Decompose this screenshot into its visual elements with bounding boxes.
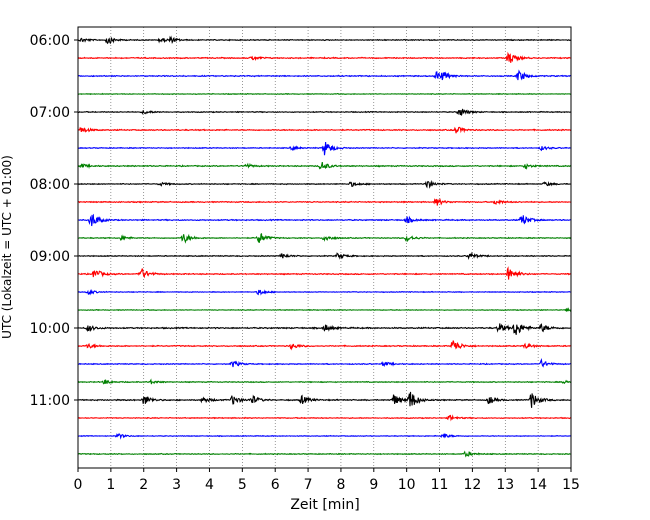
x-tick-label: 2 xyxy=(139,477,148,493)
trace-line xyxy=(77,307,572,312)
trace-line xyxy=(77,35,572,45)
y-axis-title: UTC (Lokalzeit = UTC + 01:00) xyxy=(0,155,14,339)
trace-line xyxy=(77,358,572,368)
y-tick-label: 08:00 xyxy=(30,177,70,193)
x-tick-label: 3 xyxy=(172,477,181,493)
trace-line xyxy=(77,213,572,227)
x-tick-label: 12 xyxy=(463,477,481,493)
trace-line xyxy=(78,432,572,440)
y-axis: 06:00 07:00 08:00 09:00 10:00 11:00 xyxy=(30,33,78,409)
x-tick-label: 0 xyxy=(74,477,83,493)
x-tick-label: 7 xyxy=(304,477,313,493)
trace-line xyxy=(77,92,572,96)
trace-line xyxy=(77,161,571,170)
trace-line xyxy=(77,323,572,335)
x-tick-label: 1 xyxy=(106,477,115,493)
x-axis-title: Zeit [min] xyxy=(290,497,359,513)
trace-line xyxy=(77,340,572,351)
trace-line xyxy=(77,414,572,422)
x-tick-label: 8 xyxy=(336,477,345,493)
trace-line xyxy=(77,266,572,280)
y-tick-label: 07:00 xyxy=(30,105,70,121)
trace-line xyxy=(77,288,572,296)
trace-line xyxy=(77,378,572,385)
trace-line xyxy=(77,108,572,116)
y-tick-label: 11:00 xyxy=(30,393,70,409)
x-tick-label: 9 xyxy=(369,477,378,493)
trace-line xyxy=(78,251,572,261)
trace-line xyxy=(77,141,572,156)
x-tick-label: 15 xyxy=(562,477,580,493)
x-tick-label: 6 xyxy=(271,477,280,493)
y-tick-label: 09:00 xyxy=(30,249,70,265)
y-tick-label: 10:00 xyxy=(30,321,70,337)
trace-line xyxy=(77,179,572,189)
trace-line xyxy=(77,232,572,244)
x-tick-label: 11 xyxy=(431,477,449,493)
trace-line xyxy=(77,391,571,408)
y-tick-label: 06:00 xyxy=(30,33,70,49)
trace-line xyxy=(77,197,572,206)
x-axis: 0 1 2 3 4 5 6 7 8 9 10 11 12 13 14 15 xyxy=(74,468,580,493)
plot-frame xyxy=(77,26,572,469)
x-tick-label: 14 xyxy=(529,477,547,493)
x-tick-label: 10 xyxy=(398,477,416,493)
trace-line xyxy=(77,51,572,63)
x-tick-label: 13 xyxy=(496,477,514,493)
trace-line xyxy=(77,450,572,458)
trace-line xyxy=(77,126,572,134)
x-tick-label: 5 xyxy=(238,477,247,493)
trace-line xyxy=(77,69,572,81)
x-tick-label: 4 xyxy=(205,477,214,493)
trace-series xyxy=(77,35,572,458)
